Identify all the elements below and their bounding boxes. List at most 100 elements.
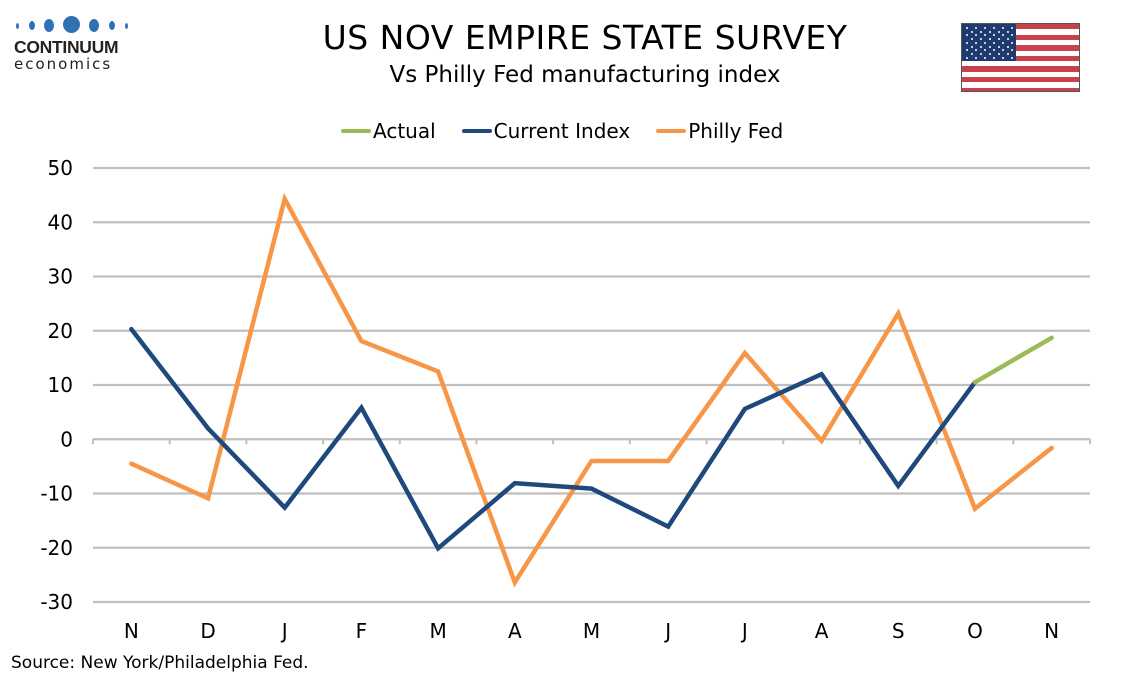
flag-star bbox=[970, 52, 973, 55]
x-tick-label: O bbox=[967, 619, 983, 643]
flag-star bbox=[997, 45, 1000, 48]
x-tick-label: D bbox=[200, 619, 215, 643]
flag-star bbox=[1002, 56, 1004, 59]
series-line-philly-fed bbox=[129, 192, 1054, 588]
x-tick-label: J bbox=[280, 619, 288, 643]
flag-stripe bbox=[962, 24, 1079, 30]
chart-legend: Actual Current Index Philly Fed bbox=[341, 119, 809, 143]
flag-star bbox=[979, 30, 982, 33]
flag-star bbox=[966, 41, 968, 44]
flag-stripe bbox=[962, 39, 1079, 46]
flag-star bbox=[975, 56, 977, 59]
flag-star bbox=[975, 27, 977, 29]
flag-canton bbox=[962, 24, 1016, 61]
flag-star bbox=[997, 38, 1000, 41]
flag-star bbox=[984, 41, 986, 44]
us-flag-icon bbox=[961, 23, 1080, 92]
flag-star bbox=[1011, 34, 1013, 37]
logo-dots-icon bbox=[14, 14, 134, 36]
flag-star bbox=[1006, 52, 1009, 55]
legend-swatch-actual bbox=[341, 129, 371, 133]
flag-star bbox=[1011, 56, 1013, 59]
flag-star bbox=[993, 56, 995, 59]
flag-star bbox=[1002, 34, 1004, 37]
y-tick-label: 40 bbox=[48, 210, 73, 234]
series-lines bbox=[129, 192, 1054, 588]
x-tick-label: M bbox=[583, 619, 600, 643]
flag-star bbox=[1002, 49, 1004, 52]
flag-star bbox=[984, 27, 986, 29]
y-tick-label: 20 bbox=[48, 319, 73, 343]
legend-label-actual: Actual bbox=[373, 119, 436, 143]
y-axis: 50 40 30 20 10 0 -10 -20 -30 bbox=[40, 156, 73, 614]
flag-stripe bbox=[962, 71, 1079, 78]
flag-star bbox=[1002, 27, 1004, 29]
legend-swatch-philly-fed bbox=[656, 129, 687, 133]
x-tick-label: N bbox=[1044, 619, 1059, 643]
flag-star bbox=[1006, 30, 1009, 33]
flag-star bbox=[1002, 41, 1004, 44]
flag-star bbox=[988, 45, 991, 48]
flag-star bbox=[975, 41, 977, 44]
y-tick-label: -20 bbox=[40, 536, 73, 560]
y-tick-label: 30 bbox=[48, 265, 73, 289]
x-tick-label: M bbox=[429, 619, 446, 643]
flag-stripe bbox=[962, 50, 1079, 57]
flag-stripe bbox=[962, 82, 1079, 89]
flag-star bbox=[993, 27, 995, 29]
x-tick-label: N bbox=[124, 619, 139, 643]
flag-star bbox=[1011, 49, 1013, 52]
flag-star bbox=[966, 34, 968, 37]
legend-label-current-index: Current Index bbox=[493, 119, 631, 143]
flag-star bbox=[966, 56, 968, 59]
continuum-economics-logo: CONTINUUM economics bbox=[14, 14, 134, 73]
flag-star bbox=[993, 34, 995, 37]
x-tick-label: S bbox=[892, 619, 905, 643]
x-tick-label: J bbox=[740, 619, 748, 643]
flag-star bbox=[970, 30, 973, 33]
legend-item-philly-fed: Philly Fed bbox=[656, 119, 783, 143]
flag-star bbox=[997, 30, 1000, 33]
chart-title: US NOV EMPIRE STATE SURVEY bbox=[322, 18, 848, 57]
y-tick-label: 0 bbox=[60, 427, 73, 451]
flag-star bbox=[988, 52, 991, 55]
flag-star bbox=[966, 27, 968, 29]
flag-star bbox=[1011, 41, 1013, 44]
x-tick-label: A bbox=[815, 619, 829, 643]
flag-star bbox=[975, 49, 977, 52]
y-tick-label: 10 bbox=[48, 373, 73, 397]
flag-star bbox=[984, 56, 986, 59]
flag-star bbox=[970, 38, 973, 41]
flag-star bbox=[1006, 45, 1009, 48]
flag-stripe bbox=[962, 29, 1079, 36]
flag-star bbox=[997, 52, 1000, 55]
series-line-actual bbox=[972, 335, 1054, 385]
flag-stripe bbox=[962, 45, 1079, 52]
flag-stripe bbox=[962, 87, 1079, 91]
flag-stripe bbox=[962, 34, 1079, 41]
flag-star bbox=[984, 34, 986, 37]
flag-star bbox=[970, 45, 973, 48]
gridlines bbox=[93, 166, 1090, 604]
flag-star bbox=[988, 30, 991, 33]
flag-star bbox=[979, 38, 982, 41]
legend-item-current-index: Current Index bbox=[461, 119, 631, 143]
flag-star bbox=[1006, 38, 1009, 41]
flag-star bbox=[979, 52, 982, 55]
legend-item-actual: Actual bbox=[341, 119, 436, 143]
logo-name: CONTINUUM bbox=[14, 37, 119, 57]
legend-label-philly-fed: Philly Fed bbox=[688, 119, 784, 143]
flag-star bbox=[993, 41, 995, 44]
flag-stripe bbox=[962, 66, 1079, 73]
flag-star bbox=[979, 45, 982, 48]
flag-star bbox=[993, 49, 995, 52]
flag-star bbox=[975, 34, 977, 37]
flag-stripe bbox=[962, 77, 1079, 83]
flag-stripe bbox=[962, 55, 1079, 62]
flag-star bbox=[984, 49, 986, 52]
flag-star bbox=[966, 49, 968, 52]
source-note: Source: New York/Philadelphia Fed. bbox=[11, 653, 309, 673]
chart-subtitle: Vs Philly Fed manufacturing index bbox=[389, 62, 781, 88]
flag-stripe bbox=[962, 61, 1079, 67]
